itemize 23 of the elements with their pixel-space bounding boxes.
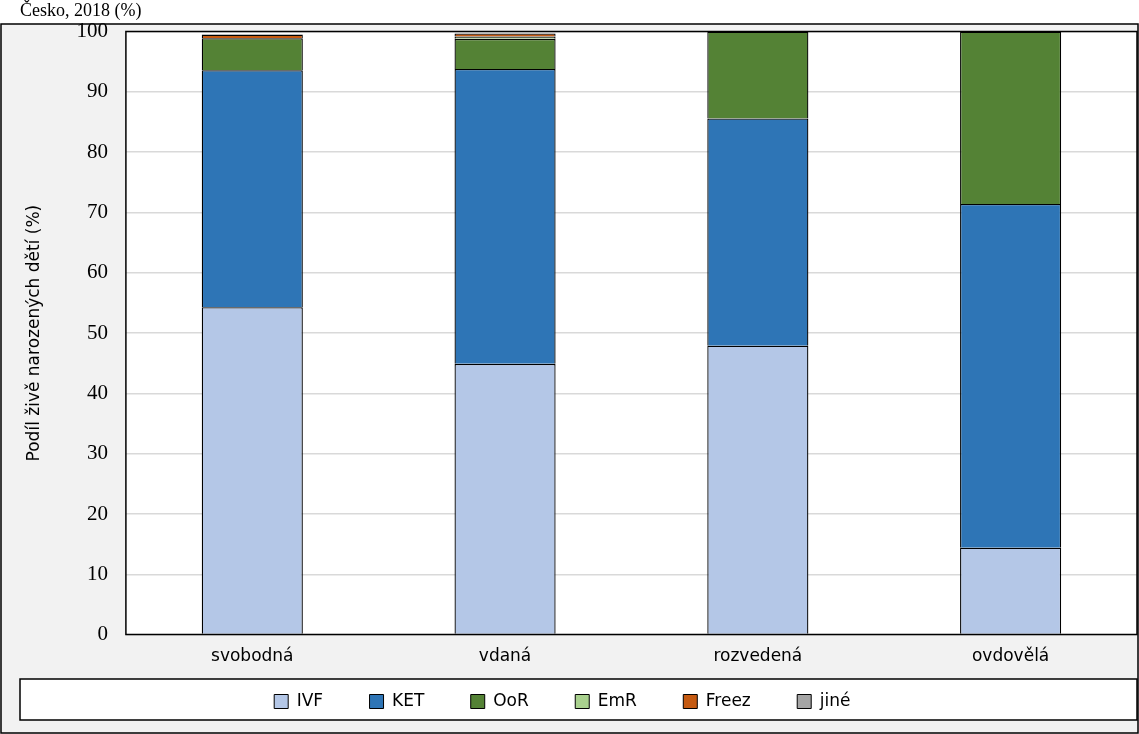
y-tick-label: 20	[86, 500, 108, 525]
legend-label: EmR	[597, 689, 670, 710]
x-tick-label: svobodná	[211, 645, 294, 666]
y-tick-label: 100	[76, 18, 108, 43]
y-tick-label: 10	[86, 560, 108, 585]
y-tick-label: 0	[97, 621, 108, 646]
y-tick-label: 30	[86, 440, 108, 465]
y-axis-title: Podíl živě narozených dětí (%)	[22, 204, 43, 462]
legend-label: Freez	[705, 689, 784, 710]
x-tick-label: vdaná	[478, 645, 532, 666]
y-tick-label: 90	[86, 78, 108, 103]
y-tick-label: 70	[86, 199, 108, 224]
y-tick-label: 60	[86, 259, 108, 284]
y-tick-label: 50	[86, 319, 108, 344]
x-tick-label: ovdovělá	[971, 645, 1050, 666]
chart-title: Česko, 2018 (%)	[20, 0, 142, 21]
legend-label: OoR	[493, 689, 562, 710]
y-tick-label: 80	[86, 138, 108, 163]
y-tick-label: 40	[86, 379, 108, 404]
legend-label: IVF	[296, 689, 356, 710]
legend-label: jiné	[818, 689, 883, 710]
legend-label: KET	[392, 689, 457, 710]
x-tick-label: rozvedená	[713, 645, 803, 666]
